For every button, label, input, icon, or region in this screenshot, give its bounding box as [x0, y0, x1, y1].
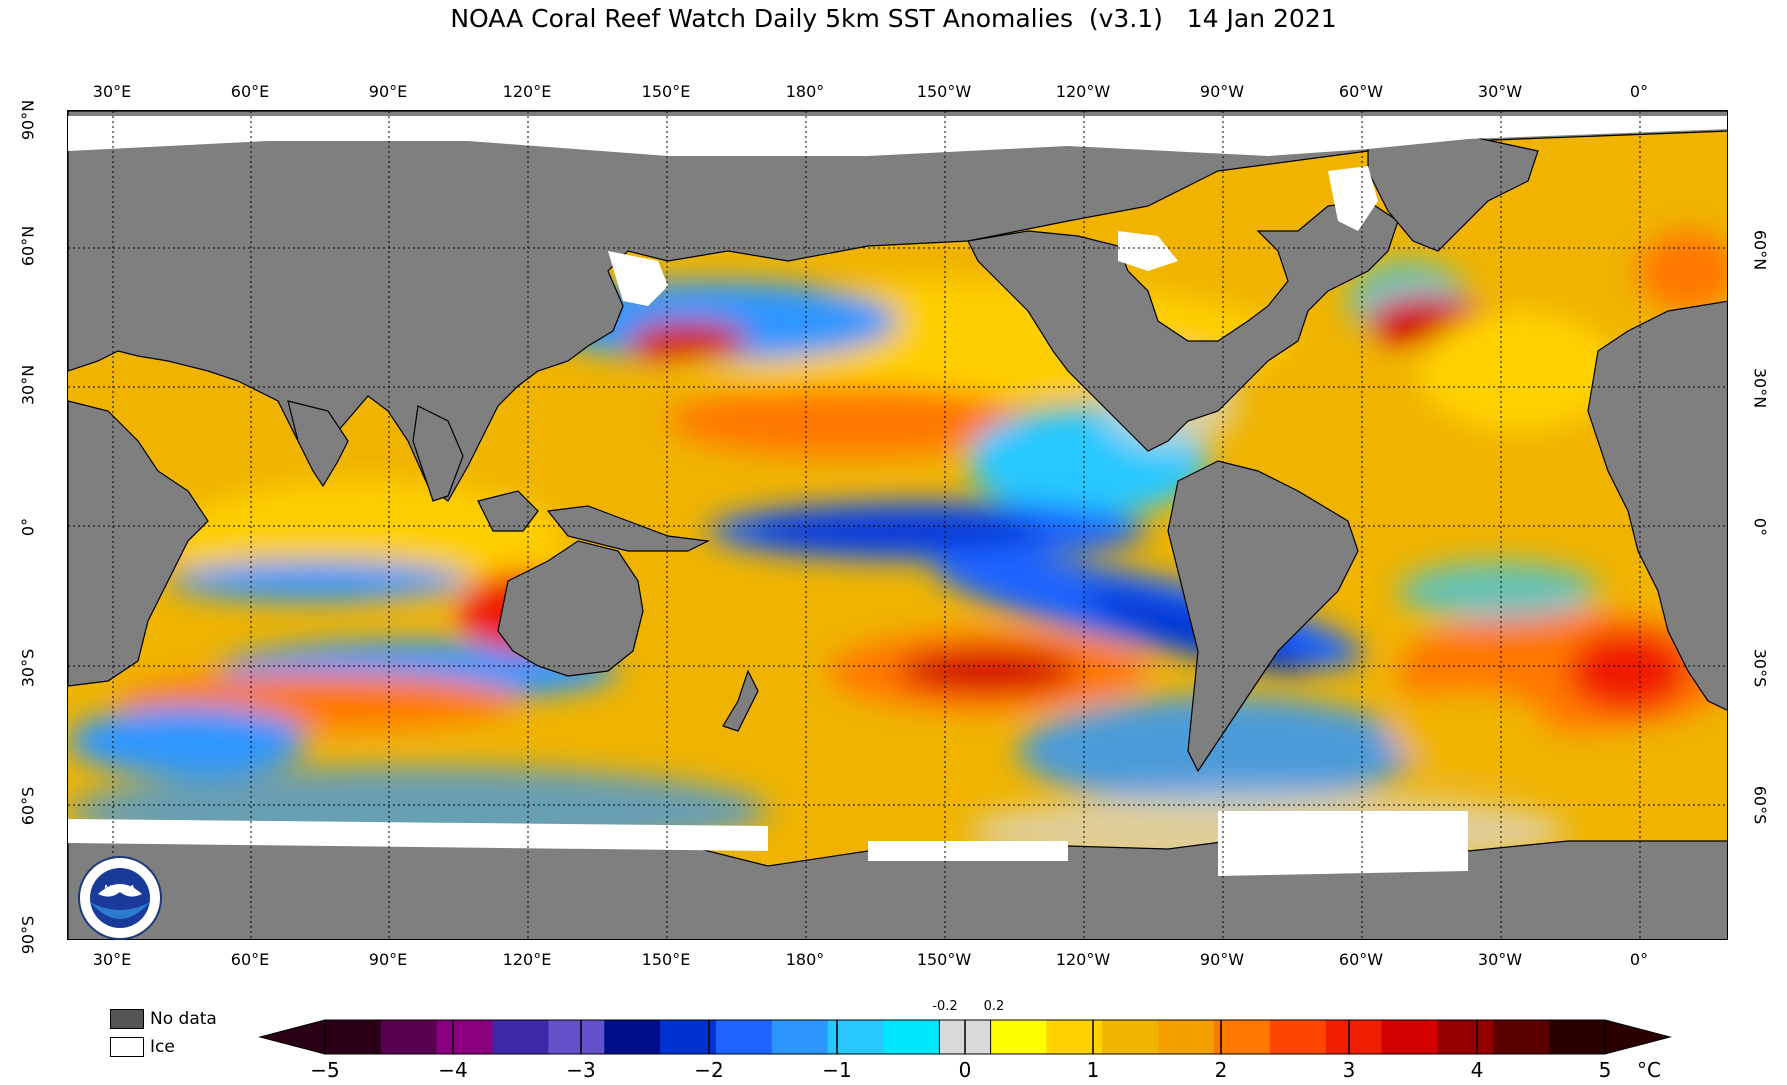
lon-label-bottom-9: 60°W	[1338, 950, 1384, 969]
lat-label-right-1: 30°N	[1750, 367, 1770, 409]
lon-label-bottom-7: 120°W	[1055, 950, 1111, 969]
colorbar-segment-neg-5	[604, 1020, 661, 1054]
colorbar-segment-neg-3	[492, 1020, 549, 1054]
lon-label-top-2: 90°E	[368, 82, 408, 101]
colorbar-segment-neg-2	[436, 1020, 494, 1054]
colorbar-segment-pos-4	[1214, 1020, 1271, 1054]
colorbar-min-arrow	[258, 1019, 326, 1055]
lon-label-bottom-8: 90°W	[1199, 950, 1245, 969]
lon-label-top-9: 60°W	[1338, 82, 1384, 101]
sst-anomaly-map	[67, 110, 1728, 940]
colorbar-tick-7: 2	[1214, 1058, 1228, 1082]
colorbar-segment-pos-7	[1381, 1020, 1438, 1054]
map-svg	[68, 111, 1727, 939]
lat-label-left-4: 30°S	[18, 648, 38, 688]
no-data-swatch	[110, 1009, 144, 1029]
legend-no-data: No data	[110, 1008, 217, 1030]
lat-label-right-3: 30°S	[1750, 648, 1770, 688]
sea-ice	[68, 116, 1727, 876]
lon-label-bottom-4: 150°E	[641, 950, 691, 969]
lon-label-bottom-6: 150°W	[916, 950, 972, 969]
no-data-label: No data	[150, 1009, 217, 1029]
colorbar-segment-pos-6	[1325, 1020, 1383, 1054]
lon-label-bottom-1: 60°E	[230, 950, 270, 969]
colorbar-segment-neg-10	[883, 1020, 940, 1054]
lat-label-left-3: 0°	[18, 517, 38, 537]
colorbar-segment-pos-1	[1046, 1020, 1103, 1054]
colorbar-segment-pos-9	[1493, 1020, 1550, 1054]
colorbar-tick-3: −2	[694, 1058, 724, 1082]
lon-label-top-5: 180°	[785, 82, 825, 101]
lon-label-top-1: 60°E	[230, 82, 270, 101]
colorbar-tick-neg-0.2: -0.2	[932, 999, 958, 1014]
land-masses	[68, 111, 1727, 939]
lon-label-bottom-11: 0°	[1629, 950, 1649, 969]
colorbar-tick-5: 0	[958, 1058, 972, 1082]
colorbar-segment-neg-9	[827, 1020, 885, 1054]
lon-label-bottom-0: 30°E	[92, 950, 132, 969]
map-title: NOAA Coral Reef Watch Daily 5km SST Anom…	[450, 4, 1337, 33]
colorbar-tick-9: 4	[1470, 1058, 1484, 1082]
lon-label-top-10: 30°W	[1477, 82, 1523, 101]
lat-label-left-5: 60°S	[18, 786, 38, 826]
colorbar-segment-pos-0	[990, 1020, 1047, 1054]
lat-label-left-1: 60°N	[18, 225, 38, 267]
colorbar-tick-1: −4	[438, 1058, 468, 1082]
colorbar-tick-10: 5	[1598, 1058, 1612, 1082]
colorbar-unit: °C	[1637, 1058, 1661, 1082]
colorbar-segment-pos-2	[1102, 1020, 1159, 1054]
lon-label-top-3: 120°E	[502, 82, 552, 101]
colorbar-segment-neg-1	[380, 1020, 438, 1054]
lon-label-bottom-5: 180°	[785, 950, 825, 969]
colorbar-tick-8: 3	[1342, 1058, 1356, 1082]
colorbar-tick-6: 1	[1086, 1058, 1100, 1082]
lat-label-right-0: 60°N	[1750, 229, 1770, 271]
lon-label-top-8: 90°W	[1199, 82, 1245, 101]
lat-label-left-2: 30°N	[18, 364, 38, 406]
svg-text:NOAA: NOAA	[104, 883, 137, 896]
colorbar-tick-pos-0.2: 0.2	[983, 999, 1005, 1014]
colorbar-max-arrow	[1604, 1019, 1672, 1055]
lon-label-top-4: 150°E	[641, 82, 691, 101]
colorbar-segment-pos-8	[1437, 1020, 1494, 1054]
lat-label-left-6: 90°S	[18, 915, 38, 955]
lon-label-bottom-10: 30°W	[1477, 950, 1523, 969]
colorbar-segment-neg-8	[771, 1020, 829, 1054]
lon-label-bottom-3: 120°E	[502, 950, 552, 969]
colorbar-tick-4: −1	[822, 1058, 852, 1082]
lon-label-top-7: 120°W	[1055, 82, 1111, 101]
lon-label-bottom-2: 90°E	[368, 950, 408, 969]
lat-label-right-4: 60°S	[1750, 785, 1770, 825]
noaa-logo: NOAA	[78, 856, 162, 940]
colorbar-tick-0: −5	[310, 1058, 340, 1082]
colorbar-tick-2: −3	[566, 1058, 596, 1082]
lon-label-top-0: 30°E	[92, 82, 132, 101]
lon-label-top-11: 0°	[1629, 82, 1649, 101]
lat-label-left-0: 90°N	[18, 99, 38, 141]
colorbar-segment-pos-5	[1269, 1020, 1327, 1054]
graticule	[68, 111, 1727, 939]
lon-label-top-6: 150°W	[916, 82, 972, 101]
colorbar	[258, 1019, 1672, 1055]
colorbar-segment-neg-6	[660, 1020, 717, 1054]
colorbar-segment-pos-10	[1549, 1020, 1606, 1054]
colorbar-segment-neg-7	[715, 1020, 773, 1054]
legend-ice: Ice	[110, 1036, 175, 1058]
colorbar-segment-pos-3	[1158, 1020, 1215, 1054]
lat-label-right-2: 0°	[1750, 517, 1770, 537]
colorbar-segment-neg-0	[325, 1020, 382, 1054]
colorbar-segment-neg-4	[548, 1020, 605, 1054]
ice-label: Ice	[150, 1037, 175, 1057]
ice-swatch	[110, 1037, 144, 1057]
